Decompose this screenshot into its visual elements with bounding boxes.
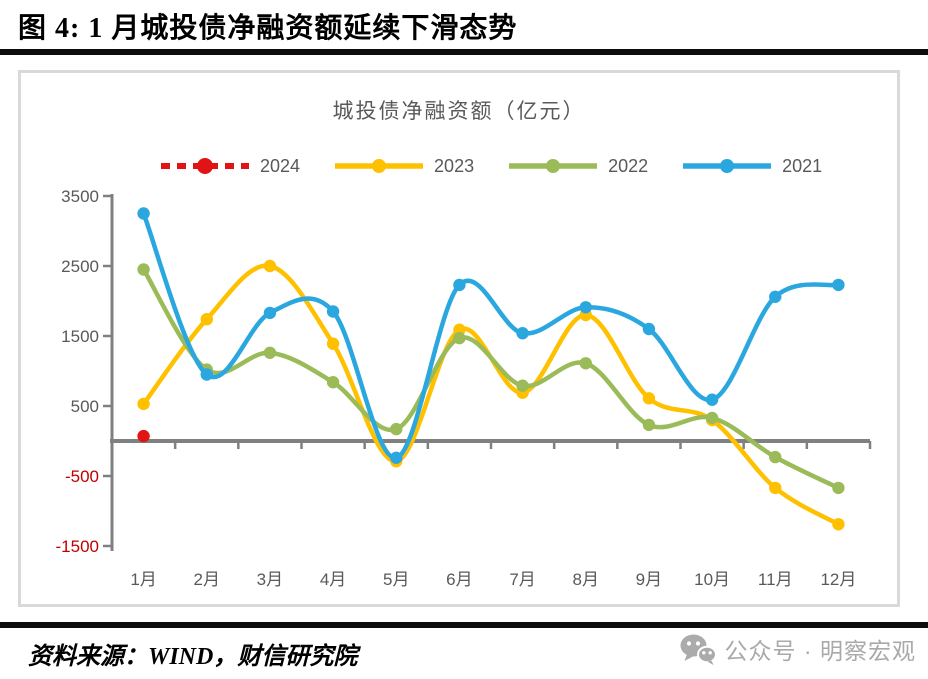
series-marker-2021 (769, 290, 782, 303)
legend-swatch-2023 (335, 159, 424, 173)
series-marker-2022 (137, 263, 150, 276)
x-tick-label: 9月 (636, 570, 662, 589)
series-marker-2023 (263, 259, 277, 273)
series-marker-2022 (642, 418, 656, 432)
series-marker-2022 (769, 450, 782, 464)
series-marker-2021 (263, 306, 277, 320)
series-marker-2024 (137, 429, 150, 443)
x-tick-label: 11月 (758, 570, 793, 589)
series-marker-2021 (200, 368, 213, 381)
series-marker-2023 (326, 337, 340, 350)
series-marker-2021 (390, 451, 403, 464)
series-marker-2021 (326, 305, 340, 318)
series-marker-2021 (137, 207, 150, 220)
legend-swatch-2021 (683, 159, 772, 173)
y-tick-label: 500 (71, 397, 99, 416)
x-tick-label: 3月 (257, 570, 283, 589)
y-tick-label: 3500 (61, 187, 99, 206)
series-marker-2023 (832, 518, 845, 531)
legend-swatch-2022 (509, 159, 598, 173)
legend-label-2022: 2022 (608, 155, 649, 176)
footer-divider (0, 622, 928, 628)
series-marker-2021 (705, 393, 719, 406)
chart-legend: 2024 2023 2022 2021 (159, 155, 822, 177)
x-tick-label: 4月 (320, 570, 346, 589)
x-tick-label: 10月 (694, 570, 730, 589)
x-tick-label: 12月 (820, 570, 856, 589)
series-marker-2022 (263, 346, 277, 359)
legend-label-2024: 2024 (260, 155, 301, 176)
series-marker-2021 (832, 278, 845, 292)
series-marker-2021 (453, 278, 466, 292)
series-line-2021 (141, 211, 841, 461)
series-marker-2022 (579, 357, 592, 370)
x-tick-label: 2月 (194, 570, 220, 589)
series-line-2023 (141, 263, 841, 527)
legend-swatch-2024 (161, 158, 249, 174)
series-marker-2023 (200, 313, 213, 326)
wechat-icon (680, 634, 717, 665)
chart-title: 城投债净融资额（亿元） (332, 99, 586, 123)
legend-marker (720, 159, 735, 173)
series-marker-2022 (453, 331, 466, 345)
series-marker-2022 (326, 376, 340, 389)
y-tick-label: -500 (65, 467, 99, 486)
y-tick-label: -1500 (56, 537, 99, 556)
legend-item-2022: 2022 (507, 155, 648, 177)
series-marker-2021 (516, 327, 529, 340)
legend-marker (546, 159, 561, 173)
legend-marker (197, 158, 213, 174)
line-chart-plot: 3500 2500 1500 500 -500 -1500 1月 2月 3月 4月 5月 6月 7月 8月… (56, 187, 872, 589)
series-marker-2022 (832, 481, 845, 495)
wechat-badge: 公众号 · 明察宏观 (679, 632, 916, 666)
y-tick-label: 1500 (61, 327, 99, 346)
series-marker-2021 (642, 322, 656, 336)
legend-item-2024: 2024 (159, 155, 300, 177)
chart-panel: 城投债净融资额（亿元） 2024 2023 2022 2021 3500 2500 150… (18, 70, 900, 607)
legend-label-2023: 2023 (434, 155, 475, 176)
series-marker-2022 (516, 379, 529, 392)
legend-label-2021: 2021 (782, 155, 823, 176)
data-source: 资料来源：WIND，财信研究院 (28, 644, 358, 670)
x-tick-label: 8月 (573, 570, 599, 589)
series-marker-2023 (137, 397, 150, 411)
x-tick-label: 6月 (446, 570, 472, 589)
y-tick-label: 2500 (61, 257, 99, 276)
legend-marker (372, 159, 387, 173)
header-divider (0, 49, 928, 55)
series-marker-2023 (769, 481, 782, 495)
legend-item-2021: 2021 (681, 155, 822, 177)
figure-title: 图 4: 1 月城投债净融资额延续下滑态势 (18, 13, 518, 44)
series-marker-2021 (579, 301, 592, 314)
wechat-account-label: 公众号 · 明察宏观 (724, 638, 916, 664)
x-tick-label: 1月 (130, 570, 156, 589)
series-marker-2023 (642, 392, 656, 405)
x-tick-label: 5月 (383, 570, 409, 589)
x-tick-label: 7月 (509, 570, 535, 589)
series-marker-2022 (705, 411, 719, 425)
legend-item-2023: 2023 (333, 155, 474, 177)
series-marker-2022 (390, 422, 403, 436)
